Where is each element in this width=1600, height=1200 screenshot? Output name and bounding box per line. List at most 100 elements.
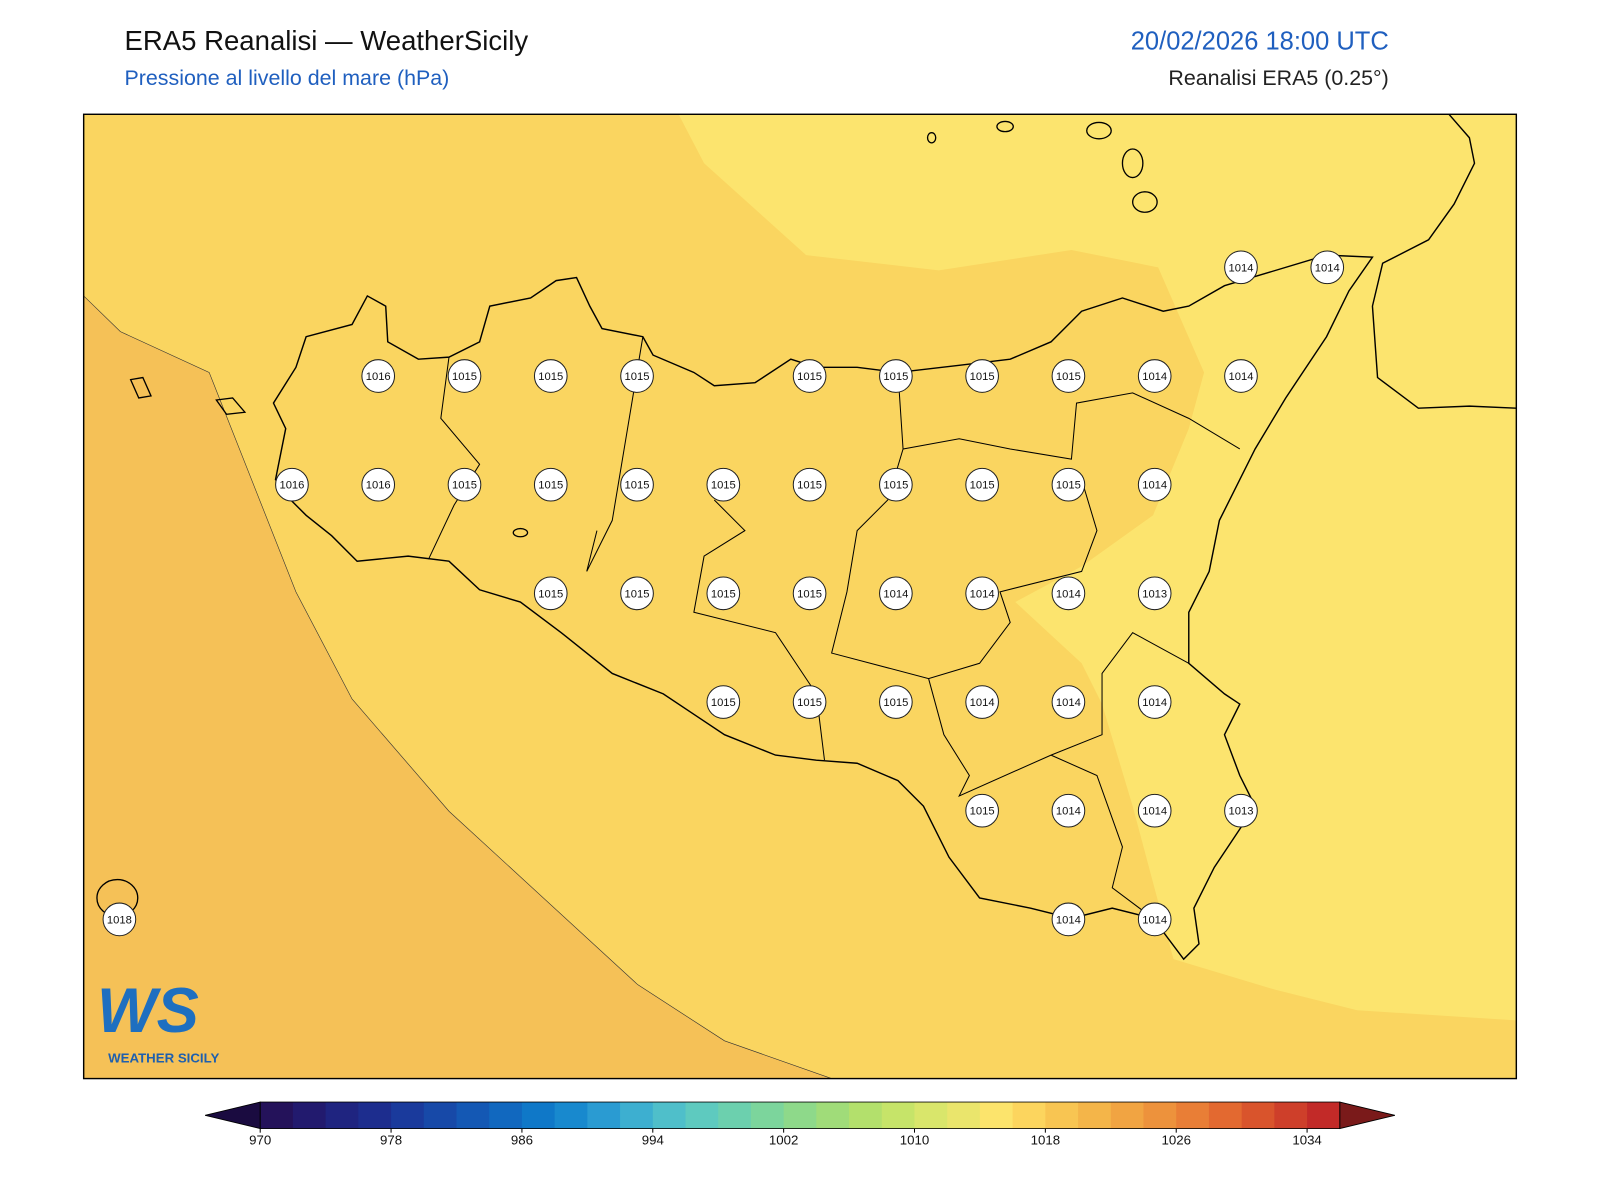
pressure-band: [83, 295, 832, 1079]
source: Reanalisi ERA5 (0.25°): [1168, 66, 1388, 90]
station-value: 1014: [1056, 806, 1081, 818]
colorbar-segment: [456, 1102, 490, 1129]
colorbar-segment: [750, 1102, 785, 1129]
station-value: 1014: [1142, 480, 1167, 492]
station-value: 1014: [1142, 371, 1167, 383]
station-marker: [1137, 359, 1172, 393]
station-marker: [1310, 250, 1345, 285]
station-value: 1016: [366, 371, 391, 383]
station-marker: [533, 467, 568, 502]
station-value: 1015: [538, 480, 563, 492]
colorbar-segment: [292, 1102, 327, 1129]
colorbar-tick-label: 1034: [1292, 1132, 1321, 1147]
station-marker: [102, 902, 137, 937]
station-marker: [361, 359, 396, 393]
colorbar-segment: [1078, 1102, 1112, 1129]
station-marker: [706, 576, 741, 611]
station-marker: [879, 359, 913, 393]
station-marker: [792, 359, 827, 393]
station-value: 1014: [1142, 914, 1167, 926]
station-value: 1016: [279, 480, 304, 492]
colorbar-segment: [652, 1102, 687, 1129]
station-value: 1013: [1228, 806, 1253, 818]
station-value: 1014: [970, 697, 995, 709]
station-marker: [965, 685, 999, 719]
colorbar-segment: [1143, 1102, 1177, 1129]
title: ERA5 Reanalisi — WeatherSicily: [124, 25, 528, 56]
station-value: 1015: [1056, 371, 1081, 383]
colorbar-segment: [325, 1102, 359, 1129]
station-marker: [1224, 250, 1258, 285]
station-value: 1015: [711, 588, 736, 600]
station-marker: [965, 359, 999, 393]
station-marker: [533, 576, 568, 611]
colorbar-segment: [1307, 1102, 1341, 1129]
colorbar-segment: [358, 1102, 392, 1129]
station-marker: [620, 359, 654, 393]
colorbar-tick-label: 978: [380, 1132, 402, 1147]
logo-mark: WS: [97, 976, 199, 1046]
colorbar-segment: [685, 1102, 719, 1129]
colorbar-tick-label: 1018: [1031, 1132, 1060, 1147]
station-value: 1015: [797, 588, 822, 600]
station-value: 1014: [1228, 371, 1253, 383]
station-marker: [1137, 685, 1172, 719]
station-value: 1015: [711, 697, 736, 709]
station-value: 1014: [1056, 588, 1081, 600]
station-marker: [1051, 576, 1086, 611]
station-value: 1015: [625, 588, 650, 600]
station-value: 1014: [1142, 806, 1167, 818]
colorbar-tick-label: 1010: [900, 1132, 929, 1147]
station-value: 1014: [1142, 697, 1167, 709]
province-border: [428, 336, 1241, 919]
station-marker: [1224, 359, 1258, 393]
station-value: 1014: [1228, 262, 1253, 274]
station-value: 1015: [883, 371, 908, 383]
station-marker: [533, 359, 568, 393]
colorbar-tick-label: 970: [249, 1132, 271, 1147]
colorbar-segment: [1110, 1102, 1145, 1129]
station-marker: [1137, 576, 1172, 611]
colorbar-segment: [423, 1102, 458, 1129]
colorbar-segment: [1176, 1102, 1210, 1129]
station-value: 1014: [970, 588, 995, 600]
colorbar-segment: [783, 1102, 817, 1129]
station-value: 1015: [711, 480, 736, 492]
colorbar-tick-label: 986: [511, 1132, 533, 1147]
map-frame: [82, 113, 1518, 1080]
station-value: 1015: [797, 371, 822, 383]
station-value: 1014: [1056, 697, 1081, 709]
colorbar: 970 978 986 994 1002 1010 1018 1026 1034: [205, 1101, 1395, 1147]
colorbar-segment: [979, 1102, 1014, 1129]
colorbar-segment: [849, 1102, 883, 1129]
station-value: 1015: [538, 371, 563, 383]
colorbar-segment: [554, 1102, 588, 1129]
station-marker: [1051, 467, 1086, 502]
station-marker: [1051, 359, 1086, 393]
station-value: 1016: [366, 480, 391, 492]
station-marker: [965, 576, 999, 611]
station-marker: [1137, 902, 1172, 937]
station-marker: [706, 467, 741, 502]
station-marker: [965, 793, 999, 828]
station-marker: [792, 467, 827, 502]
colorbar-tick-label: 1026: [1161, 1132, 1190, 1147]
station-value: 1015: [970, 480, 995, 492]
colorbar-segment: [391, 1102, 425, 1129]
logo: WS WEATHER SICILY: [97, 976, 220, 1066]
station-marker: [879, 467, 913, 502]
station-marker: [1051, 685, 1086, 719]
colorbar-segment: [620, 1102, 654, 1129]
station-value: 1014: [1315, 262, 1340, 274]
station-value: 1015: [452, 480, 477, 492]
station-value: 1015: [883, 697, 908, 709]
station-value: 1015: [883, 480, 908, 492]
coastline: [1371, 114, 1517, 409]
colorbar-segment: [1241, 1102, 1275, 1129]
station-marker: [965, 467, 999, 502]
islands: [96, 120, 1158, 917]
map: 1014 1014 1016 1015 1015 1015 1015 1015 1015 1015…: [82, 113, 1518, 1080]
station-value: 1018: [107, 914, 132, 926]
station-marker: [1137, 793, 1172, 828]
